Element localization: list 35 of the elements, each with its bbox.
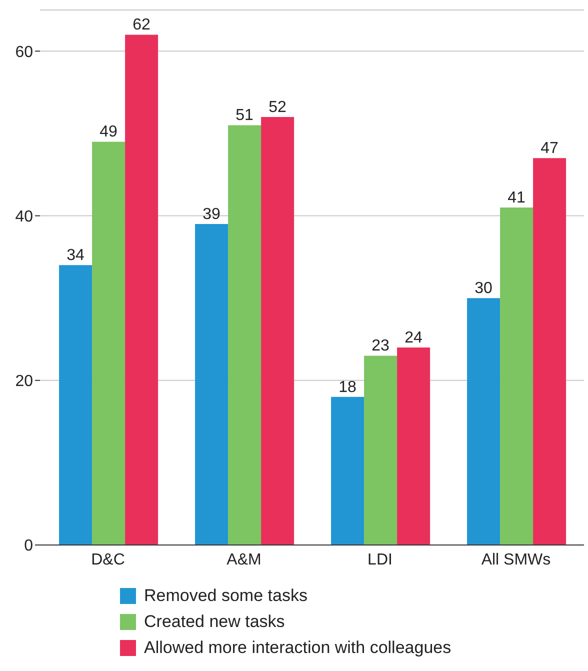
bar	[500, 208, 534, 545]
legend-label: Allowed more interaction with colleagues	[144, 637, 452, 659]
legend-label: Removed some tasks	[144, 585, 308, 607]
bar	[397, 347, 430, 545]
legend-label: Created new tasks	[144, 611, 285, 633]
x-tick-label: D&C	[91, 551, 125, 568]
bar	[92, 142, 126, 545]
bar	[195, 224, 228, 545]
y-tick-label: 60	[15, 44, 34, 61]
y-tick-label: 0	[24, 538, 34, 555]
data-label: 52	[268, 99, 287, 116]
bar	[331, 396, 364, 545]
data-label: 41	[508, 190, 526, 207]
data-label: 51	[236, 107, 254, 124]
x-tick-label: A&M	[226, 551, 262, 568]
bar	[261, 117, 294, 545]
data-label: 34	[66, 247, 85, 264]
bar	[125, 34, 158, 545]
data-label: 49	[100, 124, 118, 141]
y-tick-label: 20	[15, 373, 34, 390]
data-label: 24	[404, 329, 423, 346]
data-label: 62	[132, 16, 151, 34]
bar	[364, 356, 398, 545]
data-label: 30	[474, 280, 493, 298]
bar	[467, 298, 500, 545]
bar	[533, 158, 566, 545]
data-label: 47	[540, 140, 559, 158]
bar	[228, 125, 262, 545]
bar	[59, 265, 92, 545]
data-label: 39	[202, 206, 221, 223]
x-tick-label: All SMWs	[481, 551, 551, 568]
data-label: 18	[338, 378, 357, 396]
x-tick-label: LDI	[368, 551, 392, 568]
y-tick-label: 40	[15, 208, 34, 226]
data-label: 23	[372, 338, 390, 355]
